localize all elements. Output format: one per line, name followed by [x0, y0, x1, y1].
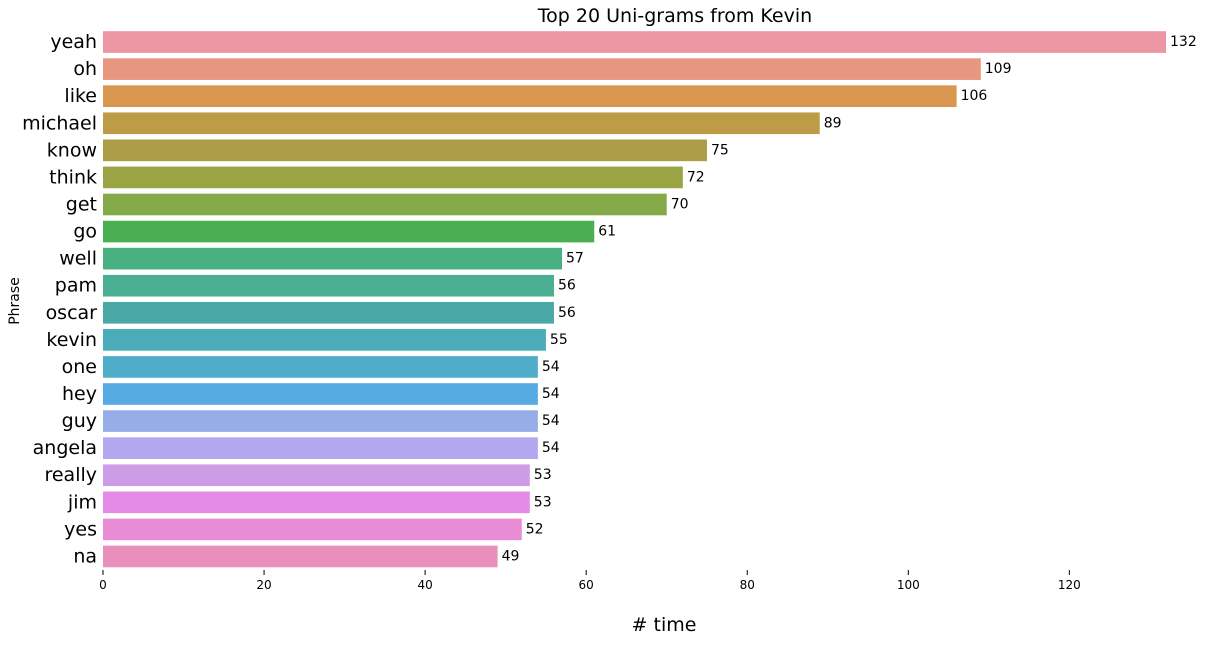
category-label: one — [62, 356, 97, 378]
x-tick-label: 40 — [417, 578, 432, 592]
bar-angela — [103, 437, 538, 459]
category-label: really — [44, 464, 97, 486]
bar-michael — [103, 112, 820, 135]
value-label: 72 — [687, 169, 705, 185]
bar-well — [103, 247, 563, 270]
value-label: 53 — [534, 494, 552, 510]
bar-pam — [103, 274, 554, 297]
value-label: 49 — [502, 548, 520, 564]
category-label: pam — [55, 275, 97, 297]
category-label: like — [64, 85, 97, 107]
x-tick-label: 100 — [897, 578, 920, 592]
x-tick-label: 60 — [579, 578, 594, 592]
category-label: well — [59, 248, 97, 270]
category-label: na — [73, 545, 97, 567]
bar-guy — [103, 410, 538, 432]
value-label: 53 — [534, 467, 552, 483]
category-label: go — [73, 221, 97, 243]
x-tick-label: 80 — [740, 578, 755, 592]
category-label: oscar — [46, 302, 98, 324]
value-label: 109 — [985, 61, 1012, 77]
bar-think — [103, 166, 683, 189]
bar-know — [103, 139, 707, 162]
value-label: 75 — [711, 142, 729, 158]
chart-title: Top 20 Uni-grams from Kevin — [537, 5, 812, 27]
value-label: 54 — [542, 413, 560, 429]
value-label: 70 — [671, 196, 689, 212]
bar-yes — [103, 518, 522, 541]
y-axis-label: Phrase — [7, 277, 23, 325]
value-label: 54 — [542, 359, 560, 375]
value-label: 56 — [558, 305, 576, 321]
category-label: kevin — [46, 329, 97, 351]
bar-like — [103, 85, 957, 108]
category-label: yes — [64, 518, 97, 540]
value-label: 54 — [542, 440, 560, 456]
bar-go — [103, 220, 595, 243]
bar-hey — [103, 383, 538, 405]
x-tick-label: 120 — [1058, 578, 1081, 592]
bar-oscar — [103, 301, 554, 324]
category-label: michael — [22, 112, 97, 134]
value-label: 61 — [598, 224, 616, 240]
category-label: yeah — [50, 31, 97, 53]
category-label: oh — [73, 58, 97, 80]
x-ticks-layer: 0 20 40 60 80 100 120 — [99, 570, 1081, 592]
bar-really — [103, 464, 530, 487]
category-label: jim — [67, 491, 97, 513]
value-label: 106 — [961, 88, 988, 104]
value-label: 55 — [550, 332, 568, 348]
x-axis-label: # time — [632, 614, 697, 636]
bar-oh — [103, 58, 981, 80]
category-label: guy — [62, 410, 97, 432]
value-label: 54 — [542, 386, 560, 402]
value-label: 52 — [526, 521, 544, 537]
category-label: angela — [33, 437, 97, 459]
bar-jim — [103, 491, 530, 514]
bar-yeah — [103, 31, 1166, 53]
x-tick-label: 20 — [256, 578, 271, 592]
value-label: 89 — [824, 115, 842, 131]
value-label: 57 — [566, 251, 584, 267]
bar-na — [103, 545, 498, 568]
category-label: know — [47, 139, 97, 161]
category-label: get — [66, 193, 97, 215]
category-label: hey — [62, 383, 97, 405]
bar-get — [103, 193, 667, 216]
value-label: 132 — [1170, 34, 1197, 50]
value-label: 56 — [558, 278, 576, 294]
category-label: think — [49, 166, 97, 188]
bar-kevin — [103, 329, 546, 351]
x-tick-label: 0 — [99, 578, 107, 592]
bars-layer: yeah 132 oh 109 like 106 michael 89 know 75 think 7… — [22, 31, 1197, 567]
bar-one — [103, 356, 538, 378]
